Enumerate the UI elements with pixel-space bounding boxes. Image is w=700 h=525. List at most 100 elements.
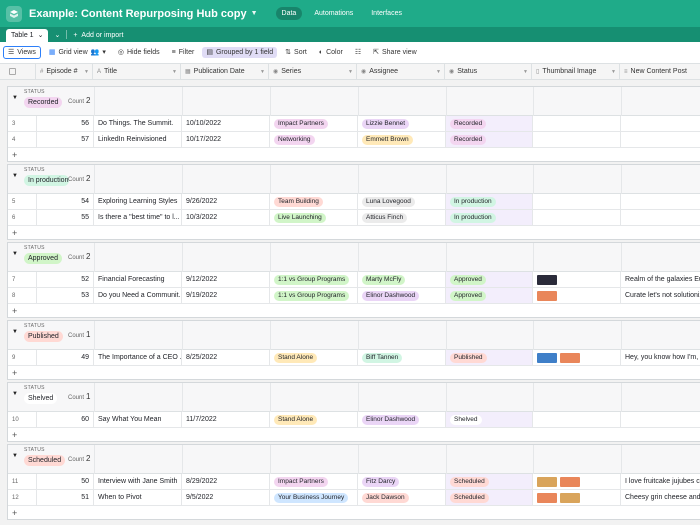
column-header-new-content-post[interactable]: ≡ New Content Post bbox=[620, 64, 700, 79]
new-content-post-cell[interactable] bbox=[621, 210, 700, 225]
assignee-cell[interactable]: Jack Dawson bbox=[358, 490, 446, 505]
series-cell[interactable]: Your Business Journey bbox=[270, 490, 358, 505]
checkbox-icon[interactable] bbox=[9, 68, 16, 75]
collapse-toggle-icon[interactable]: ▼ bbox=[12, 95, 18, 101]
column-header-thumbnail[interactable]: ▯ Thumbnail Image ▼ bbox=[532, 64, 620, 79]
new-content-post-cell[interactable] bbox=[621, 132, 700, 147]
publication-date-cell[interactable]: 8/29/2022 bbox=[182, 474, 270, 489]
assignee-cell[interactable]: Emmett Brown bbox=[358, 132, 446, 147]
series-cell[interactable]: Stand Alone bbox=[270, 412, 358, 427]
episode-number-cell[interactable]: 54 bbox=[37, 194, 94, 209]
title-cell[interactable]: Do you Need a Communit... bbox=[94, 288, 182, 303]
chevron-down-icon[interactable]: ⌄ bbox=[37, 32, 44, 39]
new-content-post-cell[interactable]: Curate let's not solutioniz... bbox=[621, 288, 700, 303]
group-header[interactable]: ▼ STATUS Approved Count 2 bbox=[8, 243, 700, 272]
group-header[interactable]: ▼ STATUS Recorded Count 2 bbox=[8, 87, 700, 116]
series-cell[interactable]: Stand Alone bbox=[270, 350, 358, 365]
new-content-post-cell[interactable]: Realm of the galaxies Euc... bbox=[621, 272, 700, 287]
assignee-cell[interactable]: Elinor Dashwood bbox=[358, 412, 446, 427]
assignee-cell[interactable]: Lizzie Bennet bbox=[358, 116, 446, 131]
series-cell[interactable]: 1:1 vs Group Programs bbox=[270, 272, 358, 287]
row-height-button[interactable]: ☷ bbox=[351, 47, 365, 58]
plus-icon[interactable]: + bbox=[12, 306, 18, 316]
table-row[interactable]: 10 60 Say What You Mean 11/7/2022 Stand Alon… bbox=[8, 412, 700, 428]
episode-number-cell[interactable]: 55 bbox=[37, 210, 94, 225]
collapse-toggle-icon[interactable]: ▼ bbox=[12, 251, 18, 257]
chevron-down-icon[interactable]: ▼ bbox=[523, 68, 528, 75]
column-header-assignee[interactable]: ◉ Assignee ▼ bbox=[357, 64, 445, 79]
row-number[interactable]: 8 bbox=[8, 288, 37, 303]
status-cell[interactable]: Recorded bbox=[446, 116, 533, 131]
thumbnail-cell[interactable] bbox=[533, 210, 621, 225]
row-number[interactable]: 12 bbox=[8, 490, 37, 505]
assignee-cell[interactable]: Atticus Finch bbox=[358, 210, 446, 225]
sort-button[interactable]: ⇅ Sort bbox=[281, 47, 311, 58]
table-row[interactable]: 3 56 Do Things. The Summit. 10/10/2022 Impac… bbox=[8, 116, 700, 132]
thumbnail-image[interactable] bbox=[560, 492, 580, 503]
views-button[interactable]: ☰ Views bbox=[3, 46, 41, 59]
publication-date-cell[interactable]: 10/10/2022 bbox=[182, 116, 270, 131]
title-cell[interactable]: Interview with Jane Smith bbox=[94, 474, 182, 489]
filter-button[interactable]: ≡ Filter bbox=[168, 47, 199, 58]
add-record-row[interactable]: + bbox=[8, 148, 700, 163]
collapse-toggle-icon[interactable]: ▼ bbox=[12, 391, 18, 397]
chevron-down-icon[interactable]: ▼ bbox=[84, 68, 89, 75]
collapse-toggle-icon[interactable]: ▼ bbox=[12, 453, 18, 459]
plus-icon[interactable]: + bbox=[12, 508, 18, 518]
publication-date-cell[interactable]: 9/26/2022 bbox=[182, 194, 270, 209]
thumbnail-cell[interactable] bbox=[533, 272, 621, 287]
table-row[interactable]: 4 57 LinkedIn Reinvisioned 10/17/2022 Networ… bbox=[8, 132, 700, 148]
column-header-status[interactable]: ◉ Status ▼ bbox=[445, 64, 532, 79]
table-row[interactable]: 8 53 Do you Need a Communit... 9/19/2022 1:1… bbox=[8, 288, 700, 304]
column-header-episode[interactable]: # Episode # ▼ bbox=[36, 64, 93, 79]
title-cell[interactable]: When to Pivot bbox=[94, 490, 182, 505]
collapse-toggle-icon[interactable]: ▼ bbox=[12, 173, 18, 179]
episode-number-cell[interactable]: 56 bbox=[37, 116, 94, 131]
base-logo-icon[interactable] bbox=[6, 5, 22, 22]
thumbnail-cell[interactable] bbox=[533, 412, 621, 427]
thumbnail-image[interactable] bbox=[537, 274, 557, 285]
row-number[interactable]: 4 bbox=[8, 132, 37, 147]
share-view-button[interactable]: ⇱ Share view bbox=[369, 47, 421, 58]
new-content-post-cell[interactable]: I love fruitcake jujubes ca... bbox=[621, 474, 700, 489]
table-row[interactable]: 5 54 Exploring Learning Styles 9/26/2022 Tea… bbox=[8, 194, 700, 210]
chevron-down-icon[interactable]: ▼ bbox=[172, 68, 177, 75]
select-all-checkbox[interactable] bbox=[0, 64, 36, 79]
chevron-down-icon[interactable]: ▼ bbox=[250, 10, 258, 17]
assignee-cell[interactable]: Biff Tannen bbox=[358, 350, 446, 365]
status-cell[interactable]: Shelved bbox=[446, 412, 533, 427]
add-record-row[interactable]: + bbox=[8, 226, 700, 241]
thumbnail-cell[interactable] bbox=[533, 474, 621, 489]
publication-date-cell[interactable]: 11/7/2022 bbox=[182, 412, 270, 427]
base-title[interactable]: Example: Content Repurposing Hub copy bbox=[29, 7, 247, 20]
title-cell[interactable]: Financial Forecasting bbox=[94, 272, 182, 287]
row-number[interactable]: 3 bbox=[8, 116, 37, 131]
group-button[interactable]: ▤ Grouped by 1 field bbox=[202, 47, 278, 58]
episode-number-cell[interactable]: 51 bbox=[37, 490, 94, 505]
thumbnail-image[interactable] bbox=[537, 352, 557, 363]
publication-date-cell[interactable]: 9/12/2022 bbox=[182, 272, 270, 287]
row-number[interactable]: 7 bbox=[8, 272, 37, 287]
publication-date-cell[interactable]: 8/25/2022 bbox=[182, 350, 270, 365]
nav-tab-interfaces[interactable]: Interfaces bbox=[371, 10, 402, 17]
thumbnail-cell[interactable] bbox=[533, 132, 621, 147]
row-number[interactable]: 9 bbox=[8, 350, 37, 365]
status-cell[interactable]: Approved bbox=[446, 288, 533, 303]
episode-number-cell[interactable]: 52 bbox=[37, 272, 94, 287]
new-content-post-cell[interactable] bbox=[621, 194, 700, 209]
thumbnail-cell[interactable] bbox=[533, 490, 621, 505]
new-content-post-cell[interactable]: Cheesy grin cheese and ... bbox=[621, 490, 700, 505]
publication-date-cell[interactable]: 9/19/2022 bbox=[182, 288, 270, 303]
plus-icon[interactable]: + bbox=[12, 430, 18, 440]
status-cell[interactable]: Approved bbox=[446, 272, 533, 287]
thumbnail-image[interactable] bbox=[560, 476, 580, 487]
episode-number-cell[interactable]: 53 bbox=[37, 288, 94, 303]
episode-number-cell[interactable]: 60 bbox=[37, 412, 94, 427]
chevron-down-icon[interactable]: ⌄ bbox=[54, 32, 61, 39]
series-cell[interactable]: 1:1 vs Group Programs bbox=[270, 288, 358, 303]
color-button[interactable]: ◐ Color bbox=[315, 47, 347, 58]
status-cell[interactable]: In production bbox=[446, 194, 533, 209]
series-cell[interactable]: Impact Partners bbox=[270, 474, 358, 489]
nav-tab-automations[interactable]: Automations bbox=[314, 10, 354, 17]
title-cell[interactable]: Is there a "best time" to l... bbox=[94, 210, 182, 225]
